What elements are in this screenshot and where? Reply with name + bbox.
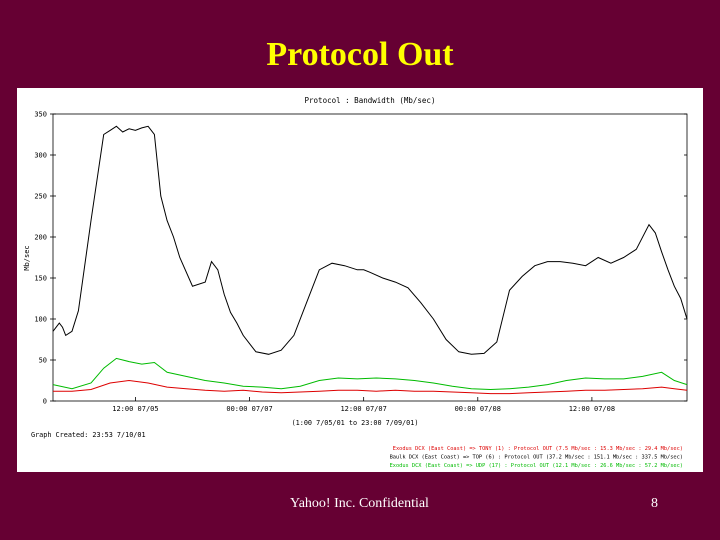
x-axis-label: (1:00 7/05/01 to 23:00 7/09/01) (292, 419, 419, 427)
y-tick-label: 350 (34, 111, 47, 119)
confidential-footer: Yahoo! Inc. Confidential (290, 496, 429, 511)
y-tick-label: 300 (34, 152, 47, 160)
chart-title: Protocol : Bandwidth (Mb/sec) (305, 96, 436, 105)
series-lines (52, 125, 688, 395)
x-tick-label: 12:00 07/08 (569, 405, 615, 413)
page-number: 8 (651, 496, 658, 511)
series-line-3 (52, 357, 688, 391)
x-tick-label: 00:00 07/07 (226, 405, 272, 413)
graph-created-label: Graph Created: 23:53 7/10/01 (31, 431, 146, 439)
slide-title: Protocol Out (266, 36, 454, 73)
x-tick-label: 00:00 07/08 (455, 405, 501, 413)
series-line-2 (53, 379, 688, 395)
y-tick-label: 150 (34, 275, 47, 283)
y-tick-label: 250 (34, 193, 47, 201)
chart-axes: 0 50 100 150 200 250 300 350 12:00 07/05 00:00 07… (34, 111, 688, 413)
y-tick-label: 0 (43, 398, 47, 406)
legend-entry-1: Baulk DCX (East Coast) => TOP (6) : Prot… (390, 455, 683, 461)
y-axis-label: Mb/sec (23, 245, 31, 270)
series-line-1 (52, 125, 688, 355)
chart-panel: Protocol : Bandwidth (Mb/sec) Mb/sec (1:… (17, 88, 703, 472)
chart-legend: Exodus DCX (East Coast) => TONY (1) : Pr… (390, 446, 683, 469)
y-tick-label: 200 (34, 234, 47, 242)
plot-frame (52, 113, 688, 402)
x-tick-label: 12:00 07/07 (340, 405, 386, 413)
legend-entry-3: Exodus DCX (East Coast) => UDP (17) : Pr… (390, 463, 683, 469)
y-tick-label: 100 (34, 316, 47, 324)
bandwidth-chart: Protocol : Bandwidth (Mb/sec) Mb/sec (1:… (23, 96, 688, 469)
x-tick-label: 12:00 07/05 (112, 405, 158, 413)
legend-entry-2: Exodus DCX (East Coast) => TONY (1) : Pr… (393, 446, 683, 452)
y-tick-label: 50 (39, 357, 47, 365)
